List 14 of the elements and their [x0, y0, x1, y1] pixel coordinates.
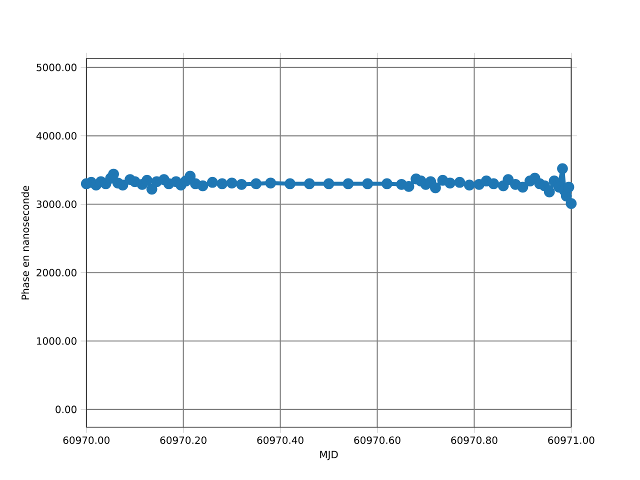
y-tick-label: 1000.00: [37, 337, 76, 345]
x-tick-label: 60970.60: [354, 436, 400, 444]
y-axis-title: Phase en nanoseconde: [21, 186, 30, 300]
y-tick-label: 2000.00: [36, 268, 76, 276]
x-tick-label: 60970.20: [160, 436, 206, 444]
x-tick-label: 60970.40: [257, 436, 304, 444]
y-tick-label: 4000.00: [36, 132, 76, 140]
y-tick-label: 5000.00: [36, 64, 76, 72]
y-tick-label: 0.00: [56, 406, 76, 414]
x-tick-label: 60971.00: [548, 436, 594, 444]
x-tick-label: 60970.80: [451, 436, 498, 444]
x-axis-title: MJD: [320, 450, 338, 460]
x-tick-label: 60970.00: [63, 436, 110, 444]
y-tick-label: 3000.00: [36, 200, 76, 208]
